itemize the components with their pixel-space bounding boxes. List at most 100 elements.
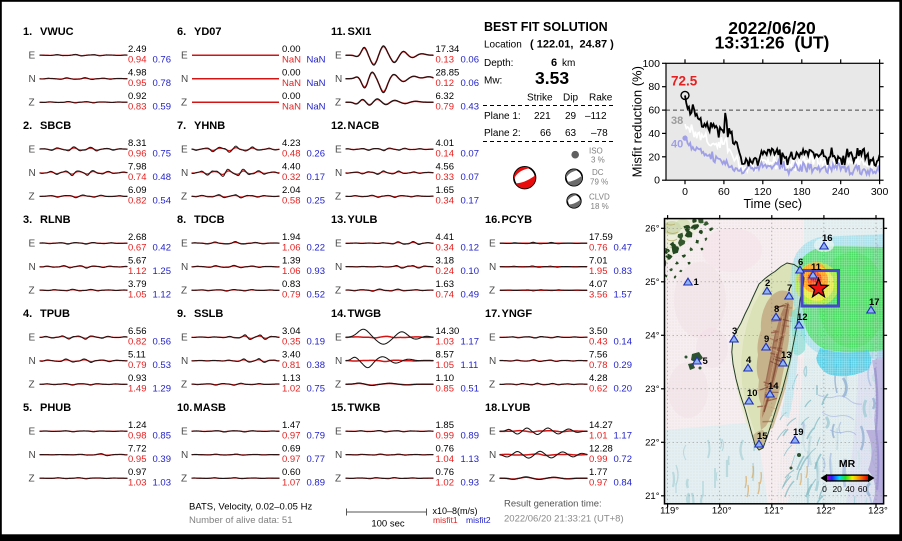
svg-text:TDCB: TDCB xyxy=(194,214,225,226)
svg-text:4.56: 4.56 xyxy=(436,162,455,173)
svg-text:N: N xyxy=(29,356,36,367)
svg-text:14.: 14. xyxy=(331,308,346,320)
svg-text:16.: 16. xyxy=(485,214,500,226)
svg-text:0.81: 0.81 xyxy=(282,360,301,371)
svg-text:N: N xyxy=(489,450,496,461)
svg-text:0.74: 0.74 xyxy=(436,290,455,301)
svg-text:BEST FIT SOLUTION: BEST FIT SOLUTION xyxy=(484,20,608,34)
svg-text:1.85: 1.85 xyxy=(436,420,455,431)
svg-text:0.99: 0.99 xyxy=(436,431,455,442)
svg-text:12.28: 12.28 xyxy=(589,444,613,455)
svg-text:0.33: 0.33 xyxy=(436,172,455,183)
svg-text:221: 221 xyxy=(534,111,551,122)
svg-text:MR: MR xyxy=(839,458,856,470)
svg-text:17: 17 xyxy=(869,297,880,308)
svg-text:1.49: 1.49 xyxy=(128,384,147,395)
svg-text:Number of alive data: 51: Number of alive data: 51 xyxy=(189,515,293,526)
svg-text:15: 15 xyxy=(757,431,768,442)
svg-text:80: 80 xyxy=(648,81,660,93)
svg-text:2022/06/20: 2022/06/20 xyxy=(728,18,816,38)
svg-text:40: 40 xyxy=(845,484,855,494)
svg-text:4.: 4. xyxy=(23,308,32,320)
svg-text:1.02: 1.02 xyxy=(436,478,455,489)
svg-text:8.31: 8.31 xyxy=(128,138,147,149)
svg-text:0.00: 0.00 xyxy=(282,68,301,79)
svg-text:15.: 15. xyxy=(331,402,346,414)
svg-text:4.01: 4.01 xyxy=(436,138,455,149)
svg-text:Z: Z xyxy=(335,98,341,109)
svg-text:0.06: 0.06 xyxy=(461,55,480,66)
svg-text:SBCB: SBCB xyxy=(40,120,71,132)
svg-text:ISO: ISO xyxy=(589,147,603,156)
svg-text:0.53: 0.53 xyxy=(153,360,172,371)
svg-text:3 %: 3 % xyxy=(591,156,605,165)
svg-text:Z: Z xyxy=(335,286,341,297)
svg-text:23°: 23° xyxy=(645,384,660,395)
svg-text:1.29: 1.29 xyxy=(153,384,172,395)
svg-text:40: 40 xyxy=(648,128,660,140)
svg-text:0.95: 0.95 xyxy=(128,78,147,89)
svg-text:E: E xyxy=(335,333,342,344)
svg-text:1.94: 1.94 xyxy=(282,232,301,243)
svg-text:0.35: 0.35 xyxy=(282,337,301,348)
svg-text:N: N xyxy=(335,74,342,85)
svg-text:1.06: 1.06 xyxy=(282,243,301,254)
svg-text:Plane 1:: Plane 1: xyxy=(484,111,521,122)
svg-text:N: N xyxy=(29,74,36,85)
svg-text:Mw:: Mw: xyxy=(484,75,502,86)
svg-text:16: 16 xyxy=(822,233,833,244)
svg-text:11.: 11. xyxy=(331,26,346,38)
svg-text:4.23: 4.23 xyxy=(282,138,301,149)
svg-text:Z: Z xyxy=(29,192,35,203)
svg-text:E: E xyxy=(489,239,496,250)
svg-text:79 %: 79 % xyxy=(590,178,608,187)
svg-text:14.27: 14.27 xyxy=(589,420,613,431)
svg-text:E: E xyxy=(29,145,36,156)
svg-text:0.43: 0.43 xyxy=(589,337,608,348)
svg-text:7.56: 7.56 xyxy=(589,350,608,361)
svg-text:VWUC: VWUC xyxy=(40,26,74,38)
svg-text:38: 38 xyxy=(671,115,683,127)
svg-text:63: 63 xyxy=(565,128,577,139)
svg-text:N: N xyxy=(181,450,188,461)
svg-text:4.07: 4.07 xyxy=(589,279,608,290)
svg-text:6: 6 xyxy=(551,57,557,69)
svg-text:0.26: 0.26 xyxy=(307,149,326,160)
svg-text:0.52: 0.52 xyxy=(307,290,326,301)
svg-text:0.51: 0.51 xyxy=(461,384,480,395)
svg-text:0.62: 0.62 xyxy=(589,384,608,395)
svg-text:13.: 13. xyxy=(331,214,346,226)
svg-text:1.77: 1.77 xyxy=(589,467,608,478)
svg-text:0.42: 0.42 xyxy=(153,243,172,254)
svg-text:km: km xyxy=(562,58,575,69)
svg-text:25°: 25° xyxy=(645,277,660,288)
svg-text:N: N xyxy=(29,450,36,461)
svg-text:YD07: YD07 xyxy=(194,26,222,38)
svg-text:7.72: 7.72 xyxy=(128,444,147,455)
svg-text:NACB: NACB xyxy=(348,120,380,132)
svg-text:9: 9 xyxy=(764,334,769,345)
svg-text:Z: Z xyxy=(335,380,341,391)
svg-text:17.34: 17.34 xyxy=(436,44,460,55)
svg-text:Strike: Strike xyxy=(527,92,553,103)
svg-text:CLVD: CLVD xyxy=(589,193,610,202)
svg-text:1.03: 1.03 xyxy=(153,478,172,489)
svg-text:Z: Z xyxy=(181,380,187,391)
svg-text:3.: 3. xyxy=(23,214,32,226)
svg-text:Time (sec): Time (sec) xyxy=(744,197,803,211)
svg-text:2.: 2. xyxy=(23,120,32,132)
svg-text:SXI1: SXI1 xyxy=(348,26,372,38)
svg-text:0.75: 0.75 xyxy=(307,384,326,395)
svg-text:0.98: 0.98 xyxy=(128,431,147,442)
svg-text:0.95: 0.95 xyxy=(128,454,147,465)
svg-text:120: 120 xyxy=(754,186,772,198)
svg-text:0: 0 xyxy=(682,186,688,198)
svg-text:0.85: 0.85 xyxy=(436,384,455,395)
svg-text:0.97: 0.97 xyxy=(282,454,301,465)
svg-text:9.: 9. xyxy=(177,308,186,320)
svg-text:0.14: 0.14 xyxy=(436,149,455,160)
svg-text:0.79: 0.79 xyxy=(282,290,301,301)
svg-text:2.04: 2.04 xyxy=(282,185,301,196)
svg-text:TWKB: TWKB xyxy=(348,402,381,414)
svg-text:1.03: 1.03 xyxy=(436,337,455,348)
